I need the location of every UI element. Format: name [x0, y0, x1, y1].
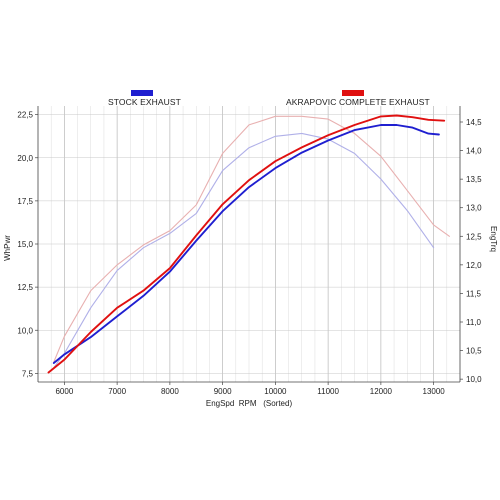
y-right-tick-label: 13,0 [466, 204, 482, 213]
y-right-tick-label: 10,5 [466, 347, 482, 356]
x-tick-label: 7000 [108, 387, 126, 396]
y-right-tick-label: 11,0 [466, 318, 482, 327]
legend-swatch-akrapovic [342, 90, 364, 96]
y-left-tick-label: 15,0 [17, 240, 33, 249]
y-left-tick-label: 12,5 [17, 283, 33, 292]
series-layer [47, 114, 450, 374]
x-axis-label: EngSpd RPM (Sorted) [206, 399, 293, 408]
y-right-tick-label: 12,0 [466, 261, 482, 270]
x-tick-label: 13000 [423, 387, 446, 396]
y-axis-label-right: EngTrq [489, 226, 498, 252]
x-tick-label: 8000 [161, 387, 179, 396]
y-left-tick-label: 10,0 [17, 326, 33, 335]
x-tick-label: 6000 [55, 387, 73, 396]
y-right-tick-label: 11,5 [466, 289, 482, 298]
legend-label-stock: STOCK EXHAUST [108, 97, 181, 107]
y-right-tick-label: 14,5 [466, 118, 482, 127]
y-left-tick-label: 7,5 [22, 369, 34, 378]
x-tick-label: 12000 [370, 387, 393, 396]
series-line-power-akrapovic [47, 114, 446, 374]
y-left-tick-label: 22,5 [17, 111, 33, 120]
legend-label-akrapovic: AKRAPOVIC COMPLETE EXHAUST [286, 97, 430, 107]
legend-swatch-stock [131, 90, 153, 96]
x-tick-label: 10000 [264, 387, 287, 396]
x-tick-label: 9000 [214, 387, 232, 396]
y-left-tick-label: 17,5 [17, 197, 33, 206]
y-left-tick-label: 20,0 [17, 154, 33, 163]
series-line-power-stock [52, 124, 440, 364]
grid-lines [38, 106, 460, 382]
series-line-torque-stock [53, 132, 435, 369]
series-line-torque-akrapovic [53, 115, 450, 363]
y-right-tick-label: 14,0 [466, 147, 482, 156]
y-right-tick-label: 12,5 [466, 232, 482, 241]
y-axis-label-left: WhPwr [3, 235, 12, 261]
y-right-tick-label: 13,5 [466, 175, 482, 184]
y-right-tick-label: 10,0 [466, 375, 482, 384]
x-tick-label: 11000 [317, 387, 339, 396]
axis-ticks: 6000 7000 8000 9000 10000 11000 12000 13000 7,5 1… [17, 111, 482, 396]
